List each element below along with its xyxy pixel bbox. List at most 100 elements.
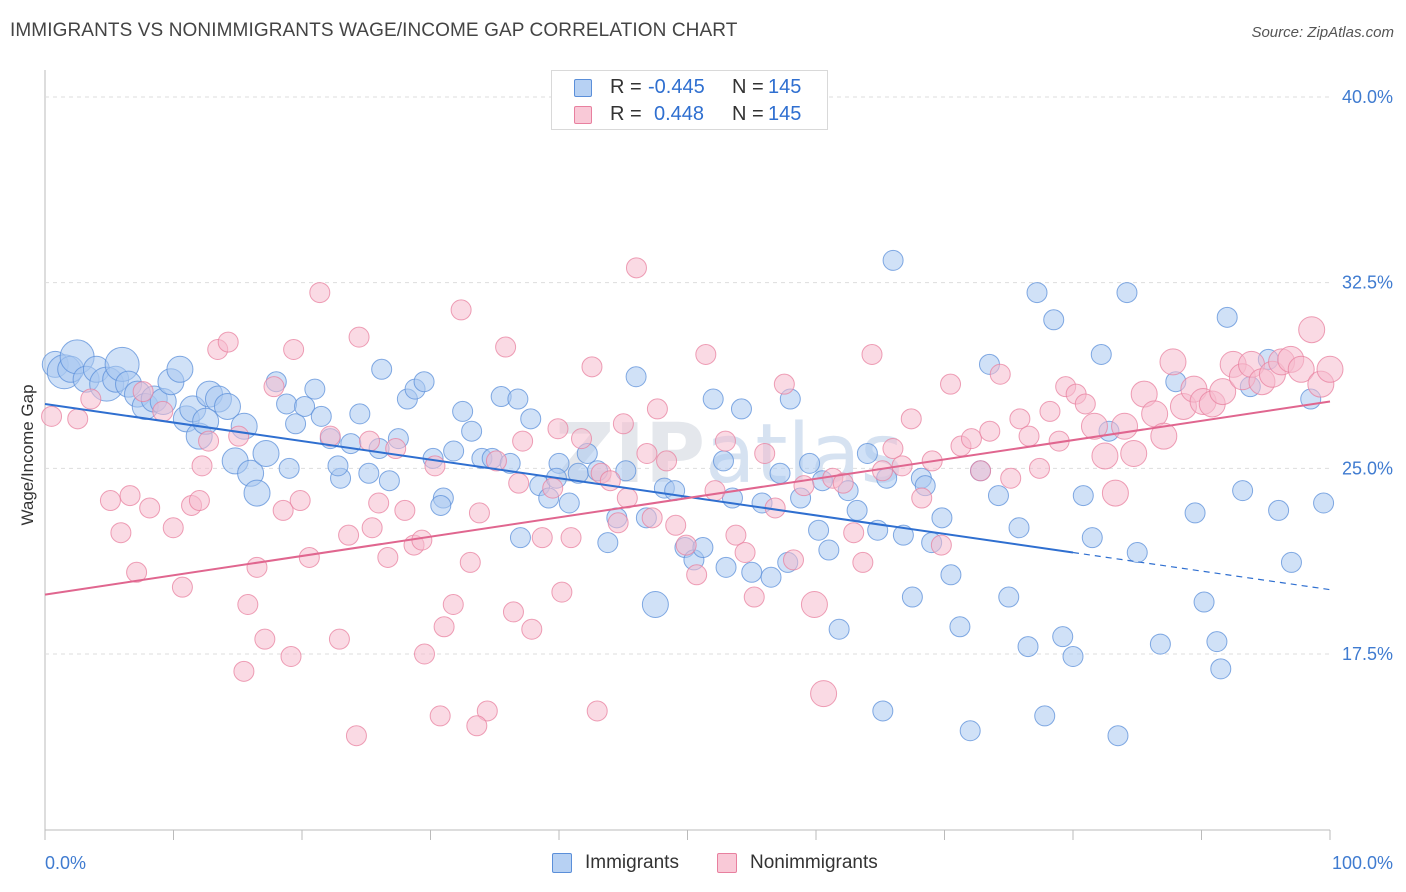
nonimmigrant-point bbox=[119, 485, 141, 507]
nonimmigrant-point bbox=[361, 517, 383, 539]
immigrant-point bbox=[856, 442, 878, 464]
nonimmigrant-point bbox=[217, 331, 239, 353]
nonimmigrant-point bbox=[508, 472, 530, 494]
immigrant-point bbox=[1216, 306, 1238, 328]
immigrant-point bbox=[1062, 645, 1084, 667]
nonimmigrant-point bbox=[832, 472, 854, 494]
nonimmigrant-point bbox=[495, 336, 517, 358]
x-tick-label: 100.0% bbox=[1332, 853, 1393, 873]
immigrant-point bbox=[1008, 517, 1030, 539]
nonimmigrant-point bbox=[319, 425, 341, 447]
nonimmigrant-point bbox=[411, 529, 433, 551]
immigrant-point bbox=[327, 455, 349, 477]
immigrant-point bbox=[1034, 705, 1056, 727]
nonimmigrant-point bbox=[188, 490, 210, 512]
immigrant-point bbox=[949, 616, 971, 638]
immigrant-point bbox=[443, 440, 465, 462]
immigrant-point bbox=[625, 366, 647, 388]
nonimmigrant-point bbox=[725, 524, 747, 546]
nonimmigrant-point bbox=[67, 408, 89, 430]
immigrant-point bbox=[1268, 499, 1290, 521]
immigrant-point bbox=[641, 590, 669, 618]
immigrant-point bbox=[872, 700, 894, 722]
nonimmigrant-point bbox=[237, 593, 259, 615]
immigrant-point bbox=[213, 392, 241, 420]
y-tick-label: 32.5% bbox=[1342, 273, 1393, 293]
nonimmigrant-point bbox=[413, 643, 435, 665]
nonimmigrant-point bbox=[283, 339, 305, 361]
nonimmigrant-point bbox=[625, 257, 647, 279]
nonimmigrant-point bbox=[1039, 400, 1061, 422]
nonimmigrant-point bbox=[272, 499, 294, 521]
nonimmigrant-point bbox=[607, 512, 629, 534]
immigrant-point bbox=[998, 586, 1020, 608]
nonimmigrant-point bbox=[80, 388, 102, 410]
nonimmigrant-point bbox=[686, 564, 708, 586]
r-label: R = bbox=[610, 103, 642, 125]
nonimmigrant-point bbox=[512, 430, 534, 452]
nonimmigrant-point bbox=[368, 492, 390, 514]
immigrant-point bbox=[987, 485, 1009, 507]
nonimmigrant-point bbox=[450, 299, 472, 321]
immigrant-point bbox=[931, 507, 953, 529]
nonimmigrant-point bbox=[531, 527, 553, 549]
nonimmigrant-point bbox=[41, 405, 63, 427]
immigrant-point bbox=[664, 480, 686, 502]
immigrant-point bbox=[1206, 631, 1228, 653]
immigrant-point bbox=[166, 355, 194, 383]
immigrant-point bbox=[349, 403, 371, 425]
nonimmigrant-point bbox=[1080, 412, 1108, 440]
immigrant-point bbox=[940, 564, 962, 586]
nonimmigrant-point bbox=[861, 343, 883, 365]
immigrant-point bbox=[1280, 551, 1302, 573]
nonimmigrant-point bbox=[1316, 355, 1344, 383]
nonimmigrant-point bbox=[1209, 378, 1237, 406]
immigrant-point bbox=[799, 452, 821, 474]
nonimmigrant-point bbox=[228, 425, 250, 447]
nonimmigrants-trendline bbox=[44, 400, 1331, 596]
nonimmigrant-point bbox=[1091, 442, 1119, 470]
nonimmigrant-point bbox=[665, 514, 687, 536]
immigrant-point bbox=[310, 405, 332, 427]
nonimmigrant-point bbox=[468, 502, 490, 524]
immigrant-point bbox=[371, 358, 393, 380]
nonimmigrant-point bbox=[940, 373, 962, 395]
immigrant-point bbox=[597, 532, 619, 554]
nonimmigrant-point bbox=[126, 561, 148, 583]
immigrant-point bbox=[702, 388, 724, 410]
nonimmigrant-point bbox=[139, 497, 161, 519]
nonimmigrants-legend-swatch bbox=[717, 853, 737, 873]
immigrant-point bbox=[1184, 502, 1206, 524]
nonimmigrant-point bbox=[348, 326, 370, 348]
r-label: R = bbox=[610, 76, 642, 98]
immigrant-point bbox=[1149, 633, 1171, 655]
chart-title: IMMIGRANTS VS NONIMMIGRANTS WAGE/INCOME … bbox=[10, 20, 738, 41]
immigrant-point bbox=[760, 566, 782, 588]
nonimmigrants-swatch bbox=[574, 106, 592, 124]
nonimmigrant-point bbox=[1298, 316, 1326, 344]
nonimmigrant-point bbox=[280, 645, 302, 667]
nonimmigrant-point bbox=[394, 499, 416, 521]
immigrant-point bbox=[340, 433, 362, 455]
immigrant-point bbox=[285, 413, 307, 435]
nonimmigrant-point bbox=[571, 428, 593, 450]
nonimmigrants-legend-label: Nonimmigrants bbox=[750, 852, 878, 873]
nonimmigrant-point bbox=[970, 460, 992, 482]
nonimmigrant-point bbox=[263, 376, 285, 398]
nonimmigrant-point bbox=[459, 551, 481, 573]
immigrant-point bbox=[507, 388, 529, 410]
immigrant-point bbox=[358, 462, 380, 484]
immigrant-point bbox=[1210, 658, 1232, 680]
immigrant-point bbox=[1126, 542, 1148, 564]
nonimmigrant-point bbox=[547, 418, 569, 440]
nonimmigrant-point bbox=[743, 586, 765, 608]
y-tick-label: 25.0% bbox=[1342, 458, 1393, 478]
immigrant-point bbox=[1026, 282, 1048, 304]
nonimmigrant-point bbox=[171, 576, 193, 598]
nonimmigrant-point bbox=[254, 628, 276, 650]
nonimmigrant-point bbox=[641, 507, 663, 529]
immigrant-point bbox=[413, 371, 435, 393]
immigrant-point bbox=[615, 460, 637, 482]
immigrant-point bbox=[1081, 527, 1103, 549]
r-value: 0.448 bbox=[654, 103, 705, 125]
